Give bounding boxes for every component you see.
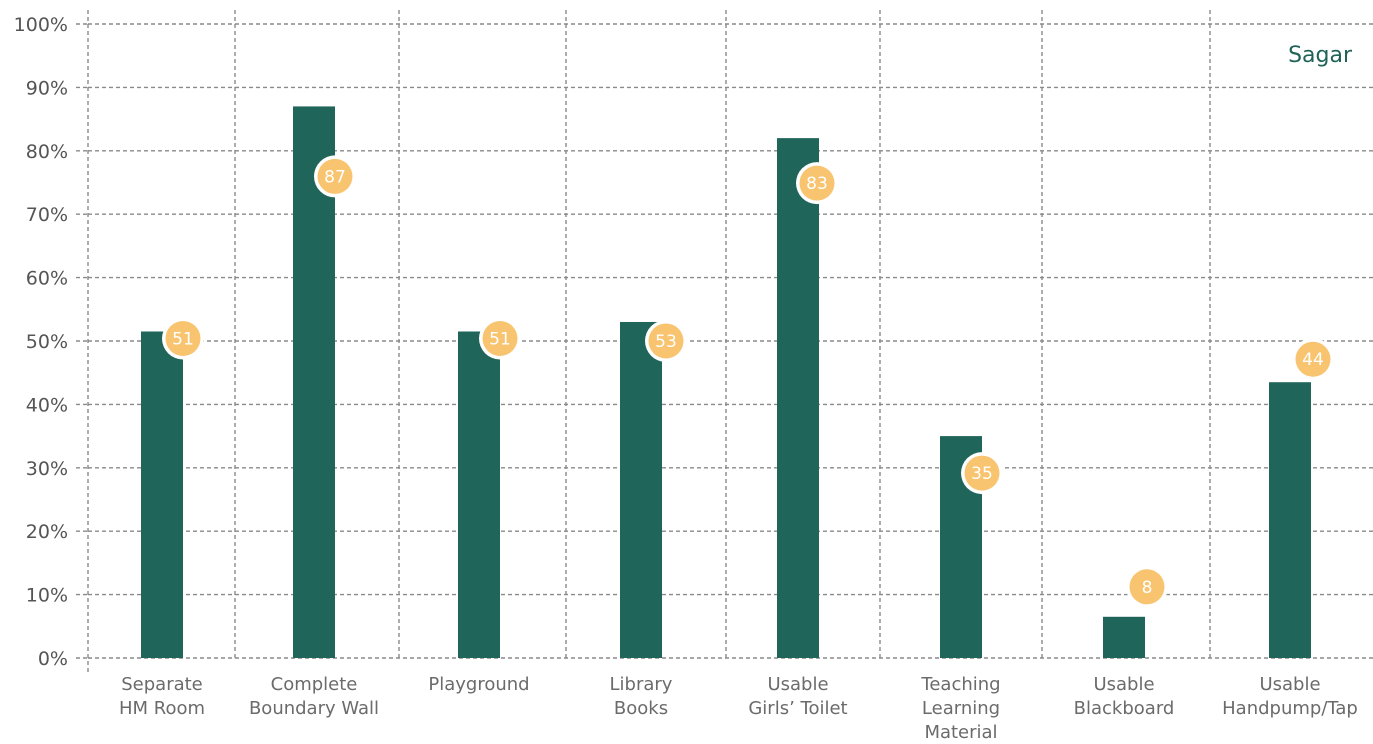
x-category-label: Complete Boundary Wall <box>249 674 379 719</box>
data-label-marker <box>799 165 835 201</box>
data-label: 51 <box>489 329 511 349</box>
bar <box>1269 382 1311 658</box>
y-tick-label: 60% <box>26 268 68 290</box>
data-label-marker <box>317 158 353 194</box>
bars <box>141 106 1311 659</box>
data-label: 53 <box>655 332 677 352</box>
x-axis-categories: Separate HM Room Complete Boundary Wall Play… <box>119 674 1358 743</box>
y-axis-ticks: 0% 10% 20% 30% 40% 50% 60% 70% 80% 90% 100% <box>14 14 88 670</box>
y-tick-label: 30% <box>26 458 68 480</box>
data-label-marker <box>1129 569 1165 605</box>
y-tick-label: 40% <box>26 394 68 416</box>
x-category-label: Usable Girls’ Toilet <box>748 674 847 719</box>
data-label: 51 <box>172 329 194 349</box>
x-category-label: Separate HM Room <box>119 674 205 719</box>
y-tick-label: 50% <box>26 331 68 353</box>
data-label: 8 <box>1142 578 1153 598</box>
y-tick-label: 90% <box>26 77 68 99</box>
bar <box>620 321 662 658</box>
bar <box>293 106 335 659</box>
bar <box>458 331 500 658</box>
y-tick-label: 70% <box>26 204 68 226</box>
x-category-label: Teaching Learning Material <box>920 674 1000 743</box>
legend-series-name: Sagar <box>1288 43 1353 68</box>
data-label-marker <box>482 320 518 356</box>
data-label: 87 <box>324 167 346 187</box>
y-tick-label: 0% <box>38 648 68 670</box>
y-tick-label: 80% <box>26 141 68 163</box>
data-label: 44 <box>1302 350 1324 370</box>
bar <box>777 138 819 658</box>
data-label: 83 <box>806 174 828 194</box>
data-label: 35 <box>971 464 993 484</box>
bar <box>1103 616 1145 658</box>
bar <box>141 331 183 658</box>
x-category-label: Playground <box>428 674 529 695</box>
x-category-label: Usable Blackboard <box>1074 674 1175 719</box>
data-label-marker <box>648 323 684 359</box>
data-label-marker <box>165 320 201 356</box>
x-category-label: Usable Handpump/Tap <box>1222 674 1358 719</box>
y-tick-label: 10% <box>26 585 68 607</box>
y-tick-label: 100% <box>14 14 68 36</box>
x-category-label: Library Books <box>610 674 673 719</box>
y-tick-label: 20% <box>26 521 68 543</box>
data-label-marker <box>964 455 1000 491</box>
data-label-marker <box>1295 341 1331 377</box>
data-labels: 51 87 51 53 83 35 8 44 <box>162 155 1334 608</box>
grid-lines <box>87 10 1373 672</box>
